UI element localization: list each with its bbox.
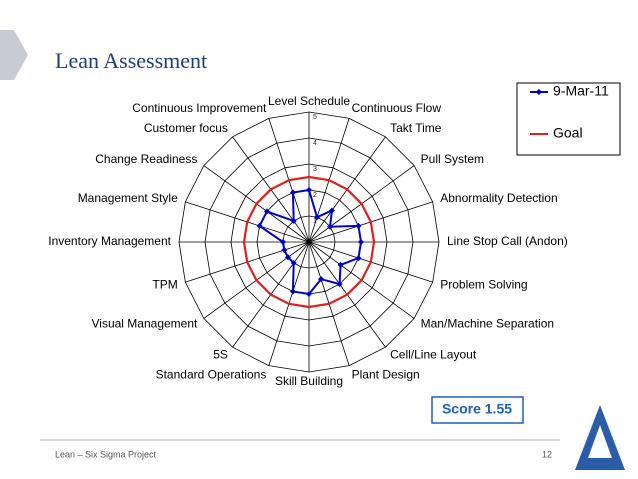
data-point: [314, 214, 321, 221]
data-point: [337, 261, 344, 268]
data-point: [318, 276, 325, 283]
data-point: [358, 239, 364, 245]
category-label: Visual Management: [92, 316, 199, 330]
category-label: Problem Solving: [440, 277, 527, 291]
data-point: [290, 260, 297, 267]
r-tick-label: 3: [313, 166, 317, 173]
slide-title: Lean Assessment: [55, 48, 207, 73]
data-point: [289, 189, 296, 196]
r-tick-label: 2: [313, 192, 317, 199]
category-label: Man/Machine Separation: [421, 316, 554, 330]
data-point: [306, 187, 312, 193]
category-label: 5S: [213, 347, 228, 361]
data-point: [263, 208, 270, 215]
legend-label: 9-Mar-11: [553, 83, 609, 99]
data-point: [284, 254, 291, 261]
category-label: Customer focus: [144, 121, 228, 135]
category-label: Skill Building: [275, 374, 343, 388]
category-label: Plant Design: [352, 367, 420, 381]
category-label: Continuous Flow: [352, 101, 442, 115]
category-label: Standard Operations: [156, 367, 267, 381]
category-label: TPM: [152, 277, 177, 291]
data-point: [355, 222, 362, 229]
score: Score 1.55: [442, 401, 512, 417]
legend: [516, 82, 621, 156]
category-label: Level Schedule: [268, 94, 350, 108]
data-point: [256, 222, 263, 229]
data-point: [336, 281, 343, 288]
category-label: Change Readiness: [95, 152, 197, 166]
footer: Lean – Six Sigma Project: [55, 449, 157, 459]
legend-marker: [536, 89, 542, 95]
series-line: [242, 175, 376, 309]
category-label: Pull System: [421, 152, 484, 166]
data-point: [355, 255, 362, 262]
data-point: [327, 223, 334, 230]
category-label: Management Style: [78, 191, 178, 205]
score-box: [431, 396, 524, 424]
data-point: [290, 217, 297, 224]
r-tick-label: 4: [313, 140, 317, 147]
data-point: [289, 288, 296, 295]
category-label: Takt Time: [390, 121, 442, 135]
r-tick-label: 5: [313, 114, 317, 121]
category-label: Cell/Line Layout: [390, 347, 477, 361]
category-label: Inventory Management: [48, 234, 171, 248]
category-label: Continuous Improvement: [132, 101, 267, 115]
logo: [575, 405, 625, 470]
legend-label: Goal: [553, 125, 583, 141]
r-tick-label: 1: [313, 218, 317, 225]
category-label: Abnormality Detection: [440, 191, 557, 205]
decor-chevron: [0, 30, 28, 80]
category-label: Line Stop Call (Andon): [447, 234, 568, 248]
data-point: [280, 239, 286, 245]
data-point: [328, 207, 335, 214]
data-point: [281, 247, 288, 254]
data-point: [306, 291, 312, 297]
page-number: 12: [542, 449, 552, 459]
